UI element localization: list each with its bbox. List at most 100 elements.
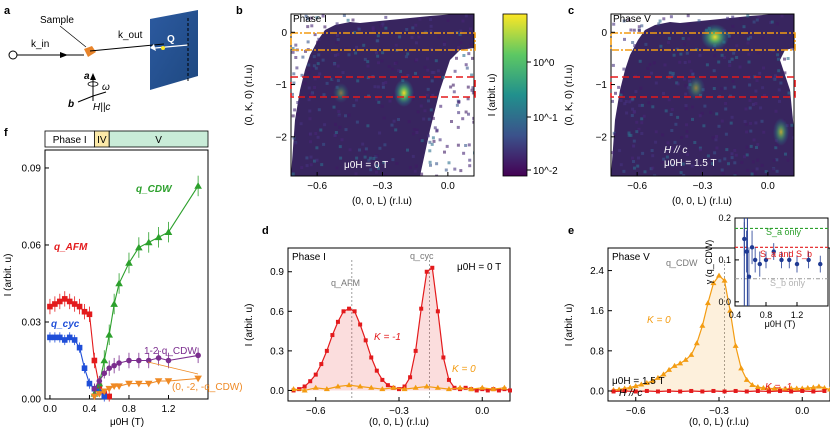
heatmap-pixel: [307, 94, 311, 98]
heatmap-b-orange-band: [290, 32, 476, 51]
heatmap-pixel: [456, 125, 460, 129]
heatmap-pixel: [685, 51, 689, 55]
heatmap-pixel: [368, 156, 372, 160]
plot-f-xlabel: μ0H (T): [110, 417, 144, 428]
heatmap-d-annotation-value: μ0H = 1.5 T: [664, 158, 717, 169]
heatmap-pixel: [761, 36, 765, 40]
heatmap-d-spot-lower: [773, 118, 789, 146]
heatmap-pixel: [461, 117, 465, 121]
data-point: [194, 375, 202, 383]
heatmap-pixel: [731, 79, 735, 83]
plot-f-legend-cyc: q_cyc: [51, 319, 80, 330]
heatmap-pixel: [640, 103, 644, 107]
inset-data-point: [749, 245, 755, 250]
heatmap-pixel: [309, 140, 313, 144]
heatmap-pixel: [429, 18, 433, 21]
heatmap-pixel: [291, 172, 295, 176]
heatmap-pixel: [667, 98, 671, 102]
heatmap-pixel: [746, 29, 750, 33]
heatmap-pixel: [317, 37, 321, 41]
heatmap-pixel: [725, 148, 729, 152]
data-point: [401, 386, 408, 392]
heatmap-pixel: [662, 17, 666, 21]
heatmap-pixel: [331, 77, 335, 81]
heatmap-pixel: [745, 145, 749, 149]
data-point: [496, 388, 501, 393]
data-point: [490, 386, 497, 392]
heatmap-pixel: [428, 149, 432, 153]
data-point: [810, 384, 817, 390]
data-point: [106, 365, 113, 371]
heatmap-pixel: [728, 64, 732, 67]
heatmap-pixel: [684, 84, 688, 88]
heatmap-pixel: [760, 119, 764, 123]
data-point: [380, 377, 385, 382]
heatmap-pixel: [720, 87, 724, 91]
heatmap-pixel: [684, 104, 688, 108]
data-point: [165, 357, 172, 364]
heatmap-pixel: [643, 170, 647, 174]
heatmap-pixel: [638, 59, 642, 63]
data-point: [164, 378, 173, 385]
heatmap-pixel: [444, 168, 448, 172]
omega-label: ω: [102, 82, 110, 93]
inset-data-point: [779, 257, 784, 263]
axis-b-line: [77, 95, 94, 103]
heatmap-pixel: [468, 158, 472, 162]
heatmap-b-ylabel: (0, K, 0) (r.l.u): [244, 64, 255, 125]
heatmap-pixel: [720, 53, 724, 57]
heatmap-pixel: [698, 148, 702, 152]
y-tick-label: −1: [596, 80, 608, 91]
panel-c: d Phase I μ0H = 0 T K = -1 K = 0 q_AFM q…: [244, 225, 512, 428]
heatmap-pixel: [382, 160, 386, 164]
heatmap-pixel: [431, 93, 435, 97]
panel-a: a k_in Sample k_out Q a ω b H||c: [4, 5, 198, 113]
heatmap-pixel: [772, 77, 776, 81]
heatmap-pixel: [660, 160, 664, 164]
data-point: [711, 388, 716, 393]
heatmap-pixel: [313, 33, 317, 37]
heatmap-pixel: [740, 160, 744, 164]
rotation-omega-icon: [87, 81, 99, 87]
heatmap-pixel: [682, 174, 686, 176]
data-point: [760, 384, 767, 390]
plot-e-annotation-direction: H // c: [619, 388, 642, 399]
heatmap-pixel: [399, 69, 402, 73]
heatmap-pixel: [429, 163, 432, 167]
heatmap-pixel: [470, 73, 474, 77]
heatmap-pixel: [749, 144, 753, 148]
inset-data-point: [794, 261, 800, 267]
heatmap-pixel: [353, 31, 357, 34]
heatmap-pixel: [618, 149, 622, 153]
heatmap-pixel: [744, 107, 748, 111]
phase-label: Phase I: [53, 135, 87, 146]
heatmap-pixel: [332, 62, 336, 66]
y-tick-label: 0.0: [590, 386, 604, 397]
heatmap-pixel: [732, 85, 736, 89]
panel-label-e: e: [568, 225, 574, 237]
data-point: [827, 386, 830, 392]
x-tick-label: 0.4: [729, 310, 742, 320]
y-tick-label: 0.9: [270, 267, 284, 278]
data-point: [666, 366, 673, 372]
heatmap-pixel: [307, 71, 311, 75]
heatmap-pixel: [414, 164, 418, 168]
heatmap-pixel: [764, 170, 768, 174]
data-point: [622, 388, 627, 393]
heatmap-pixel: [312, 64, 316, 68]
colorbar-label: I (arbit. u): [487, 74, 498, 117]
heatmap-b-spot-afm: [333, 83, 349, 103]
heatmap-pixel: [453, 167, 457, 171]
heatmap-pixel: [465, 66, 469, 70]
heatmap-pixel: [299, 122, 303, 126]
heatmap-pixel: [387, 65, 391, 68]
heatmap-pixel: [627, 18, 631, 22]
heatmap-pixel: [762, 130, 766, 134]
y-tick-label: 0.0: [718, 297, 731, 307]
heatmap-pixel: [381, 51, 385, 55]
heatmap-pixel: [631, 41, 635, 44]
heatmap-pixel: [397, 118, 400, 121]
heatmap-pixel: [651, 105, 655, 109]
data-point: [633, 389, 638, 394]
data-point: [195, 352, 201, 359]
